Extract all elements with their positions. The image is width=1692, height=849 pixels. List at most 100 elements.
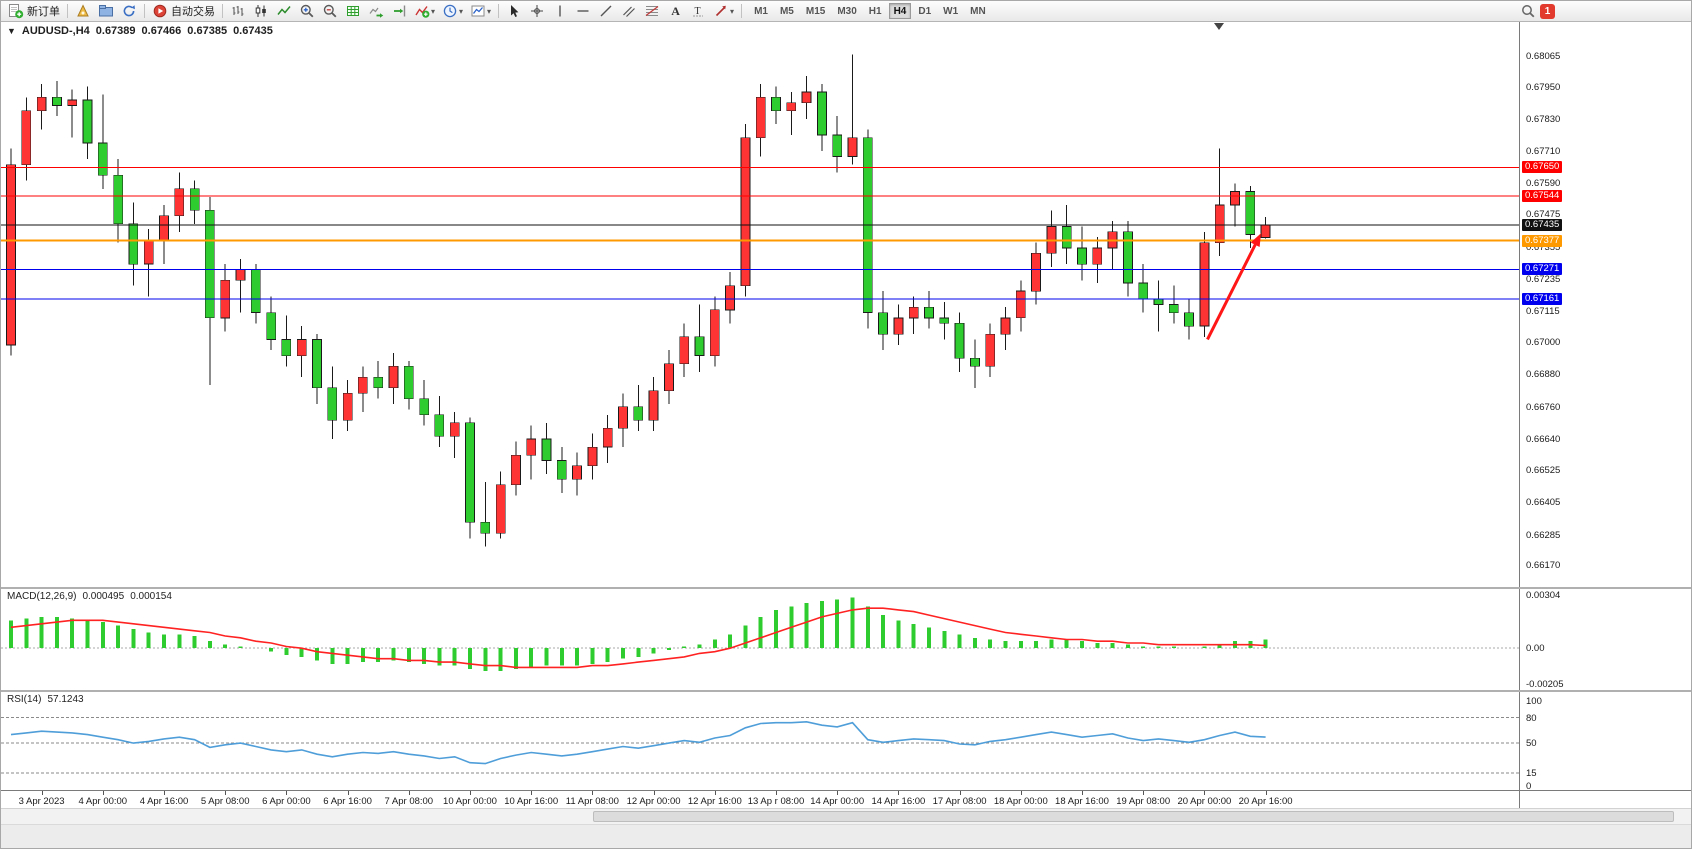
timeframe-h4[interactable]: H4 [888, 3, 912, 19]
auto-trading-button[interactable]: 自动交易 [149, 2, 218, 20]
chart-shift-marker[interactable] [1214, 23, 1224, 30]
chart-wizard-button[interactable] [72, 2, 94, 20]
time-label: 18 Apr 00:00 [993, 796, 1048, 807]
text-button[interactable]: A [664, 2, 686, 20]
zoom-out-button[interactable] [319, 2, 341, 20]
symbol-marker-icon[interactable]: ▼ [7, 26, 16, 36]
cursor-button[interactable] [503, 2, 525, 20]
macd-label: MACD(12,26,9) 0.000495 0.000154 [7, 591, 172, 602]
cursor-icon [511, 5, 519, 17]
time-tick [408, 791, 410, 795]
time-tick [592, 791, 594, 795]
price-level-badge: 0.67377 [1522, 234, 1563, 247]
chart-shift-button[interactable] [388, 2, 410, 20]
grid-button[interactable] [342, 2, 364, 20]
crosshair-button[interactable] [526, 2, 548, 20]
candlestick-chart[interactable] [1, 22, 1519, 587]
search-button[interactable] [1517, 2, 1539, 20]
timeframe-m30[interactable]: M30 [832, 3, 861, 19]
time-label: 6 Apr 00:00 [262, 796, 311, 807]
price-tick: 0.68065 [1526, 50, 1561, 62]
timeframe-m1[interactable]: M1 [749, 3, 773, 19]
price-tick: 0.66640 [1526, 434, 1561, 446]
macd-panel[interactable]: MACD(12,26,9) 0.000495 0.000154 0.00304 0… [1, 589, 1691, 690]
vertical-line-button[interactable] [549, 2, 571, 20]
macd-signal-line [10, 607, 1266, 669]
price-tick: 0.67115 [1526, 306, 1560, 318]
macd-axis[interactable]: 0.00304 0.00 -0.00205 [1519, 589, 1691, 690]
text-label-button[interactable]: T [687, 2, 709, 20]
main-chart-panel[interactable]: ▼ AUDUSD-,H4 0.67389 0.67466 0.67385 0.6… [1, 22, 1691, 587]
templates-button[interactable]: ▾ [467, 2, 494, 20]
time-label: 12 Apr 00:00 [626, 796, 681, 807]
toolbar-separator [222, 4, 223, 18]
time-axis[interactable]: 3 Apr 2023 4 Apr 00:00 4 Apr 16:00 5 Apr 08… [1, 790, 1691, 808]
timeframe-mn[interactable]: MN [965, 3, 991, 19]
macd-chart[interactable] [1, 589, 1519, 690]
channel-button[interactable] [618, 2, 640, 20]
svg-text:A: A [671, 4, 680, 18]
macd-tick: 0.00 [1526, 643, 1545, 655]
auto-scroll-button[interactable] [365, 2, 387, 20]
periods-button[interactable]: ▾ [439, 2, 466, 20]
price-tick: 0.67355 [1526, 241, 1561, 253]
timeframe-d1[interactable]: D1 [913, 3, 936, 19]
arrows-button[interactable]: ▾ [710, 2, 737, 20]
time-label: 4 Apr 16:00 [139, 796, 189, 807]
status-bar [1, 824, 1691, 848]
rsi-panel[interactable]: RSI(14) 57.1243 100 80 50 15 0 [1, 692, 1691, 790]
clock-icon [443, 4, 457, 18]
notification-badge[interactable]: 1 [1540, 3, 1555, 19]
bar-chart-icon [232, 6, 244, 16]
macd-tick: 0.00304 [1526, 590, 1561, 602]
rsi-chart[interactable] [1, 692, 1519, 790]
timeframe-m5[interactable]: M5 [775, 3, 799, 19]
time-label: 10 Apr 16:00 [504, 796, 559, 807]
bar-chart-button[interactable] [227, 2, 249, 20]
time-label: 12 Apr 16:00 [687, 796, 742, 807]
time-label: 6 Apr 16:00 [323, 796, 372, 807]
scrollbar-thumb[interactable] [592, 811, 1675, 822]
macd-value-signal: 0.000154 [130, 591, 172, 602]
timeframe-w1[interactable]: W1 [938, 3, 963, 19]
trendline-button[interactable] [595, 2, 617, 20]
refresh-button[interactable] [118, 2, 140, 20]
horizontal-scrollbar[interactable] [1, 808, 1691, 824]
zoom-in-button[interactable] [296, 2, 318, 20]
candlestick-chart-button[interactable] [250, 2, 272, 20]
time-label: 13 Ap r 08:00 [747, 796, 805, 807]
search-icon [1522, 5, 1535, 18]
line-chart-button[interactable] [273, 2, 295, 20]
time-tick [898, 791, 900, 795]
price-tick: 0.66405 [1526, 497, 1561, 509]
price-axis[interactable]: 0.68065 0.67950 0.67830 0.67710 0.67590 0.674… [1519, 22, 1691, 587]
toolbar: 新订单 自动交易 ▾ ▾ ▾ A T ▾ M1 M5 M15 M [1, 1, 1691, 22]
macd-histogram [9, 597, 1268, 671]
timeframe-h1[interactable]: H1 [864, 3, 887, 19]
time-tick [531, 791, 533, 795]
indicators-button[interactable]: ▾ [411, 2, 438, 20]
annotation-arrow[interactable] [1206, 240, 1259, 341]
timeframe-m15[interactable]: M15 [801, 3, 830, 19]
rsi-axis[interactable]: 100 80 50 15 0 [1519, 692, 1691, 790]
toolbar-separator [741, 4, 743, 18]
new-order-button[interactable]: 新订单 [5, 2, 63, 20]
horizontal-line-button[interactable] [572, 2, 594, 20]
time-tick [41, 791, 43, 795]
profiles-button[interactable] [95, 2, 117, 20]
panel-resize-handle[interactable] [1, 587, 1691, 589]
time-tick [225, 791, 227, 795]
panel-resize-handle[interactable] [1, 690, 1691, 692]
price-tick: 0.67710 [1526, 146, 1561, 158]
time-tick [1265, 791, 1267, 795]
price-tick: 0.66170 [1526, 560, 1561, 572]
fibonacci-button[interactable] [641, 2, 663, 20]
zoom-in-icon [300, 4, 314, 18]
macd-tick: -0.00205 [1526, 678, 1564, 690]
time-label: 5 Apr 08:00 [200, 796, 250, 807]
text-icon: A [671, 4, 680, 18]
dropdown-arrow-icon: ▾ [459, 6, 464, 16]
annotation-arrow-head[interactable] [1250, 233, 1262, 248]
time-label: 14 Apr 16:00 [871, 796, 926, 807]
